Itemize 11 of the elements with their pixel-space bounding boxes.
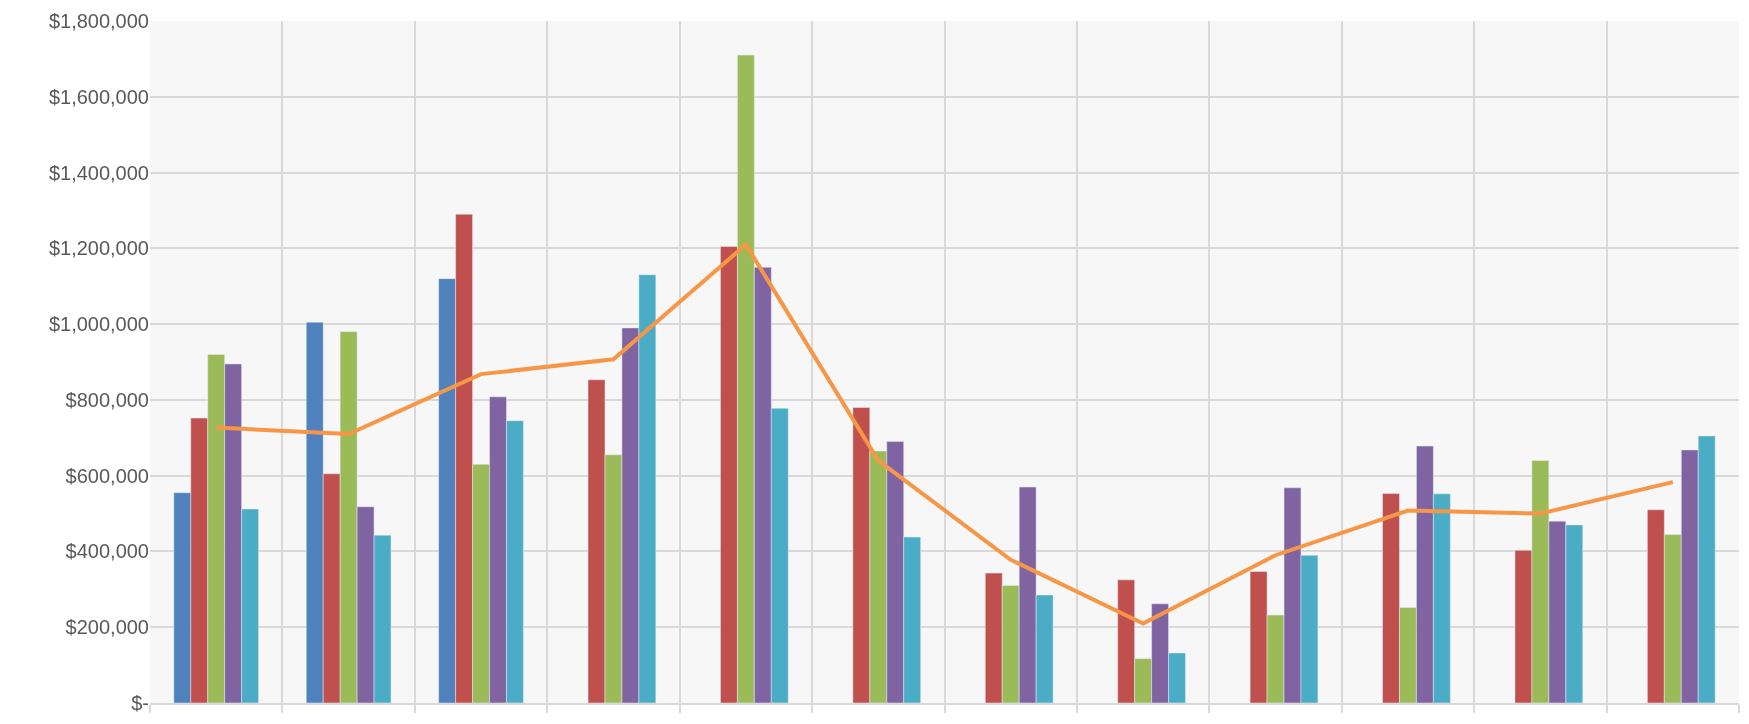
- y-tick-label: $-: [131, 692, 149, 714]
- y-tick-label: $1,800,000: [48, 10, 149, 32]
- y-tick-label: $1,200,000: [48, 237, 149, 260]
- y-tick-label: $1,600,000: [48, 85, 149, 108]
- y-tick-label: $1,400,000: [48, 161, 149, 184]
- line-series: [214, 242, 1675, 626]
- y-tick-label: $400,000: [65, 540, 149, 563]
- y-tick-label: $200,000: [65, 616, 149, 639]
- y-tick-label: $800,000: [65, 388, 149, 411]
- y-tick-label: $1,000,000: [48, 313, 149, 336]
- y-tick-label: $600,000: [65, 464, 149, 487]
